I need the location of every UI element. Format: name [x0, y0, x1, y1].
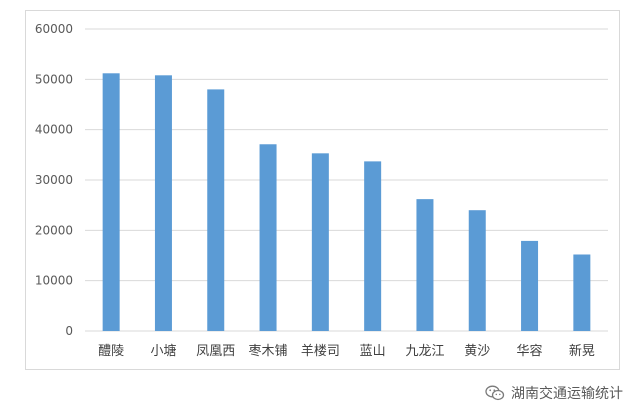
x-category-label: 九龙江 — [405, 344, 444, 359]
bar — [416, 199, 434, 331]
x-category-label: 凤凰西 — [196, 344, 235, 359]
bar — [468, 210, 486, 331]
bar — [364, 161, 382, 331]
x-category-label: 枣木铺 — [249, 344, 288, 359]
x-category-label: 小塘 — [150, 343, 176, 359]
x-category-label: 华容 — [517, 343, 543, 359]
x-category-label: 黄沙 — [464, 344, 490, 359]
bar — [207, 89, 225, 332]
y-tick-label: 0 — [65, 324, 73, 338]
x-category-label: 蓝山 — [360, 344, 386, 359]
bar — [311, 153, 329, 331]
watermark-text: 湖南交通运输统计 — [511, 386, 623, 402]
x-category-label: 醴陵 — [98, 344, 124, 359]
bar-chart: 0 10000 20000 30000 40000 50000 60000 醴陵 小塘 凤凰西 枣木… — [35, 22, 608, 359]
bar — [573, 254, 591, 331]
x-category-label: 羊楼司 — [301, 343, 340, 359]
x-category-label: 新晃 — [569, 343, 595, 359]
y-tick-label: 60000 — [35, 22, 73, 36]
bar — [154, 75, 172, 331]
y-tick-label: 40000 — [35, 123, 73, 137]
watermark: 湖南交通运输统计 — [485, 383, 623, 403]
chart-area: 0 10000 20000 30000 40000 50000 60000 醴陵 小塘 凤凰西 枣木… — [25, 10, 620, 370]
y-tick-label: 10000 — [35, 274, 73, 288]
y-tick-label: 50000 — [35, 72, 73, 86]
bar — [521, 240, 539, 331]
bar — [259, 144, 277, 331]
y-tick-label: 20000 — [35, 223, 73, 237]
y-tick-label: 30000 — [35, 173, 73, 187]
bar — [102, 73, 120, 331]
wechat-icon — [485, 385, 505, 401]
